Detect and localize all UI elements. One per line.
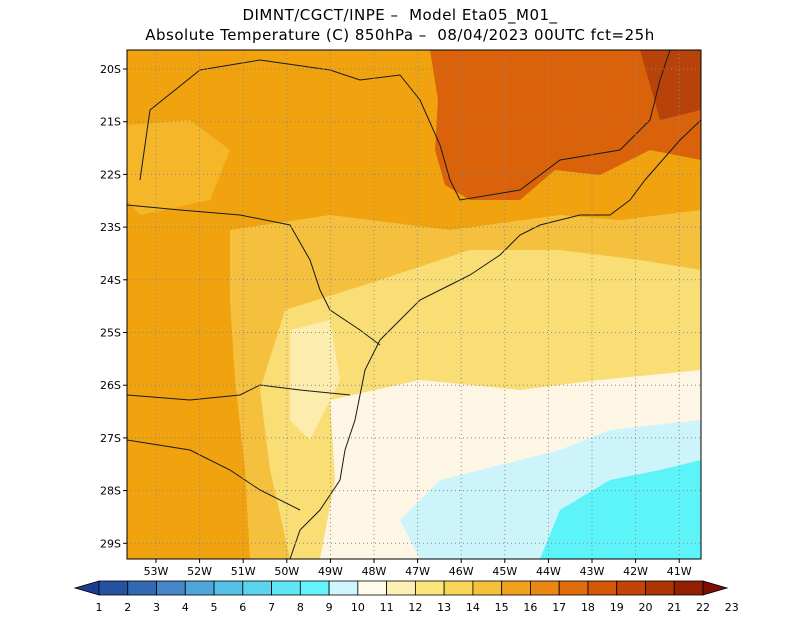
warm-zone-northeast	[430, 50, 701, 200]
lon-label: 42W	[623, 565, 648, 578]
colorbar-label: 9	[326, 601, 333, 614]
colorbar-label: 7	[268, 601, 275, 614]
latitude-labels: 20S 21S 22S 23S 24S 25S 26S 27S 28S 29S	[100, 63, 127, 550]
colorbar-label: 4	[182, 601, 189, 614]
colorbar-label: 5	[211, 601, 218, 614]
colorbar-label: 8	[297, 601, 304, 614]
lat-label: 24S	[100, 274, 121, 287]
colorbar-label: 19	[610, 601, 624, 614]
colorbar-label: 14	[466, 601, 480, 614]
colorbar-label: 22	[696, 601, 710, 614]
lat-label: 23S	[100, 221, 121, 234]
lon-label: 46W	[449, 565, 474, 578]
colorbar-segment	[414, 580, 445, 596]
warm-zone-corner	[640, 50, 701, 120]
coastline-and-borders	[127, 50, 701, 559]
colorbar-label: 10	[351, 601, 365, 614]
lon-label: 44W	[536, 565, 561, 578]
colorbar-segment	[98, 580, 129, 596]
colorbar-label: 20	[638, 601, 652, 614]
colorbar-label: 1	[96, 601, 103, 614]
colorbar-segment	[156, 580, 186, 596]
colorbar-label: 17	[552, 601, 566, 614]
colorbar-label: 23	[725, 601, 739, 614]
colorbar-segment	[645, 580, 675, 596]
colorbar-label: 13	[437, 601, 451, 614]
lon-label: 41W	[667, 565, 692, 578]
lon-label: 45W	[492, 565, 517, 578]
colorbar-segment	[530, 580, 560, 596]
inland-light-patch	[290, 320, 340, 440]
colorbar-segment	[184, 580, 215, 596]
lat-label: 27S	[100, 432, 121, 445]
lon-label: 49W	[318, 565, 343, 578]
colorbar-segment	[443, 580, 474, 596]
colorbar-segment	[213, 580, 244, 596]
colorbar-segments	[73, 580, 729, 596]
lon-label: 43W	[580, 565, 605, 578]
colorbar-label: 15	[495, 601, 509, 614]
colorbar-label: 21	[667, 601, 681, 614]
colorbar-segment	[501, 580, 531, 596]
colorbar-arrow-high	[702, 580, 729, 596]
lat-label: 29S	[100, 537, 121, 550]
longitude-labels: 53W 52W 51W 50W 49W 48W 47W 46W 45W 44W 43W 42W 41W	[144, 559, 692, 578]
colorbar-segment	[242, 580, 272, 596]
lat-label: 22S	[100, 168, 121, 181]
colorbar-arrow-low	[73, 580, 100, 596]
colorbar-segment	[357, 580, 388, 596]
colorbar-segment	[386, 580, 416, 596]
colorbar-labels: 1 2 3 4 5 6 7 8 9 10 11 12 13 14 15 16 17 18 19 20 21 22 23	[96, 601, 739, 614]
colorbar-label: 6	[239, 601, 246, 614]
lat-label: 20S	[100, 63, 121, 76]
colorbar-label: 11	[380, 601, 394, 614]
colorbar-segment	[299, 580, 330, 596]
chart-title-line-1: DIMNT/CGCT/INPE – Model Eta05_M01_	[242, 6, 558, 24]
colorbar-segment	[616, 580, 646, 596]
ocean-coldest-band	[540, 460, 701, 559]
colorbar-segment	[673, 580, 704, 596]
lon-label: 51W	[231, 565, 256, 578]
lon-label: 47W	[405, 565, 430, 578]
map-grid	[127, 50, 701, 559]
colorbar-segment	[328, 580, 359, 596]
lat-label: 28S	[100, 485, 121, 498]
lon-label: 48W	[362, 565, 387, 578]
map-frame	[126, 49, 702, 560]
colorbar-segment	[587, 580, 618, 596]
colorbar-segment	[127, 580, 157, 596]
lat-label: 21S	[100, 116, 121, 129]
colorbar-segment	[558, 580, 589, 596]
colorbar-label: 3	[153, 601, 160, 614]
colorbar-segment	[472, 580, 503, 596]
temperature-field	[127, 50, 701, 559]
colorbar-label: 12	[408, 601, 422, 614]
colorbar-segment	[271, 580, 301, 596]
lon-label: 53W	[144, 565, 169, 578]
interior-patch	[127, 120, 230, 215]
colorbar-label: 2	[124, 601, 131, 614]
colorbar-label: 18	[581, 601, 595, 614]
colorbar-label: 16	[523, 601, 537, 614]
lon-label: 50W	[274, 565, 299, 578]
lat-label: 25S	[100, 327, 121, 340]
lon-label: 52W	[187, 565, 212, 578]
lat-label: 26S	[100, 379, 121, 392]
chart-title-line-2: Absolute Temperature (C) 850hPa – 08/04/…	[145, 26, 655, 44]
